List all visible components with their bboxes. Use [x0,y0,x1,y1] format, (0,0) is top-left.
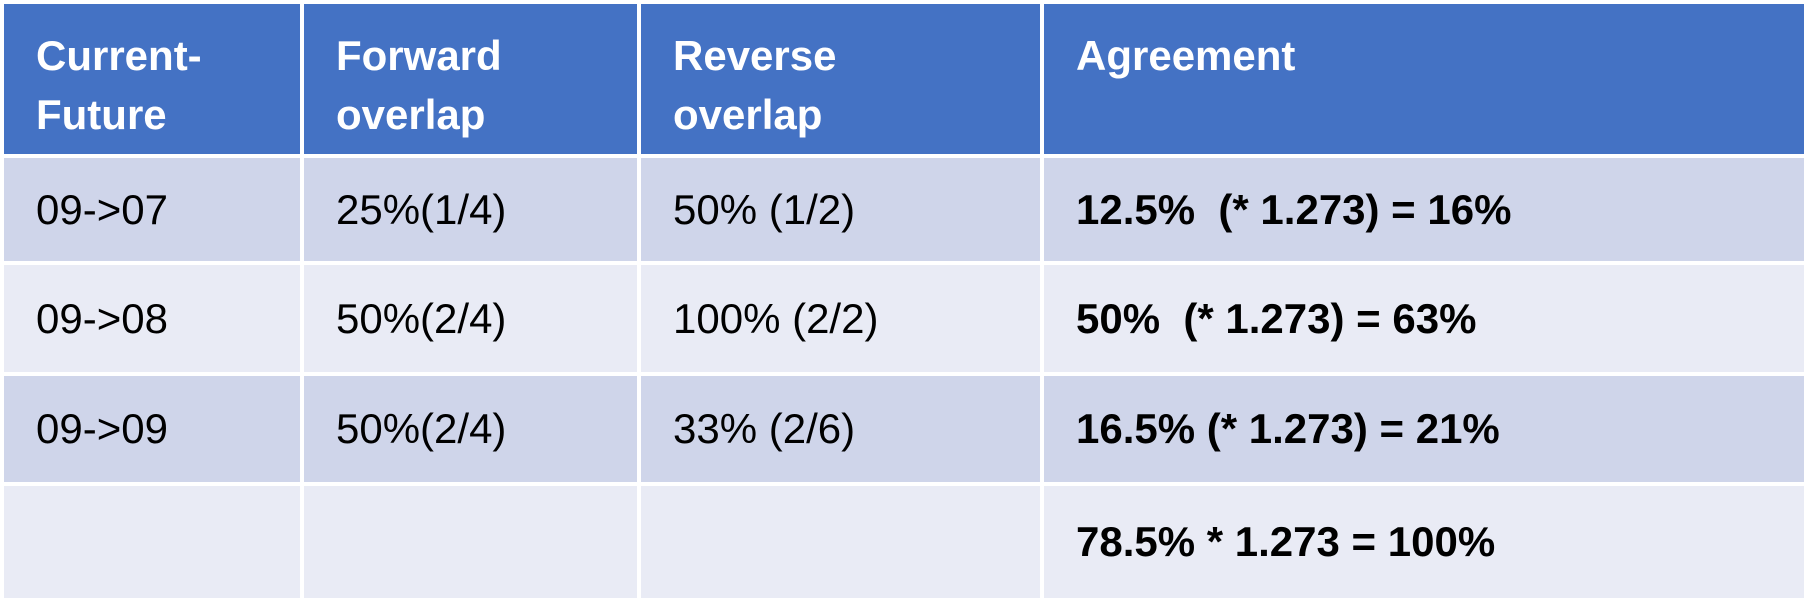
cell-reverse-overlap [641,486,1040,598]
cell-current-future: 09->09 [4,376,300,482]
cell-reverse-overlap: 100% (2/2) [641,265,1040,372]
header-agreement: Agreement [1044,4,1804,154]
cell-reverse-overlap: 50% (1/2) [641,158,1040,261]
cell-agreement: 16.5% (* 1.273) = 21% [1044,376,1804,482]
cell-forward-overlap: 50%(2/4) [304,265,637,372]
header-label: Current- Future [36,32,202,138]
cell-forward-overlap [304,486,637,598]
header-forward-overlap: Forward overlap [304,4,637,154]
cell-agreement: 12.5% (* 1.273) = 16% [1044,158,1804,261]
header-current-future: Current- Future [4,4,300,154]
header-label: Agreement [1076,32,1296,79]
header-label: Forward overlap [336,32,502,138]
header-reverse-overlap: Reverse overlap [641,4,1040,154]
cell-reverse-overlap: 33% (2/6) [641,376,1040,482]
cell-current-future: 09->07 [4,158,300,261]
cell-agreement-total: 78.5% * 1.273 = 100% [1044,486,1804,598]
cell-agreement: 50% (* 1.273) = 63% [1044,265,1804,372]
cell-forward-overlap: 50%(2/4) [304,376,637,482]
cell-current-future: 09->08 [4,265,300,372]
cell-current-future [4,486,300,598]
data-table: Current- Future Forward overlap Reverse … [4,4,1804,598]
cell-forward-overlap: 25%(1/4) [304,158,637,261]
header-label: Reverse overlap [673,32,837,138]
